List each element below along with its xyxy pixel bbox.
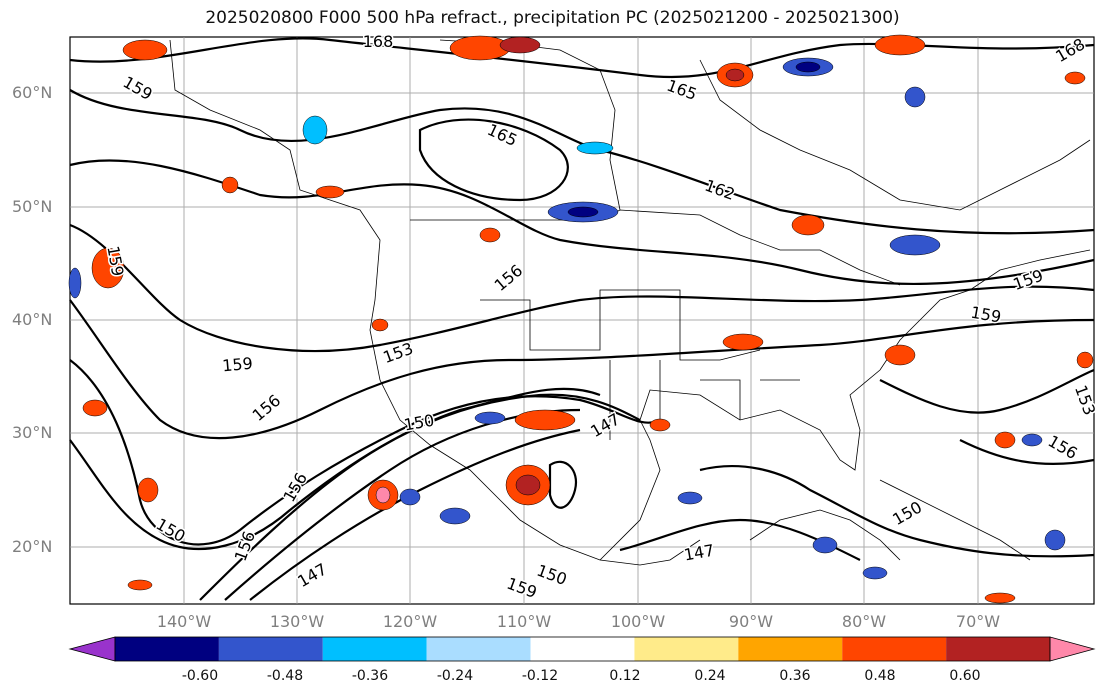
lon-label-140w: 140°W: [156, 612, 212, 631]
contour-label: 159: [221, 354, 253, 376]
contour-label: 168: [363, 32, 394, 51]
colorbar-extend-high: [1049, 636, 1096, 662]
colorbar-swatch: [426, 637, 531, 661]
contour-label: 159: [969, 303, 1002, 327]
lon-label-70w: 70°W: [955, 612, 1001, 631]
colorbar-swatch: [946, 637, 1050, 661]
lon-label-80w: 80°W: [841, 612, 887, 631]
colorbar-tick: -0.24: [436, 668, 474, 684]
lat-label-60n: 60°N: [12, 83, 53, 102]
lat-label-40n: 40°N: [12, 310, 53, 329]
colorbar-tick: -0.36: [351, 668, 389, 684]
colorbar-tick: 0.24: [694, 668, 726, 684]
lon-label-90w: 90°W: [728, 612, 774, 631]
colorbar: [68, 636, 1096, 662]
colorbar-swatch: [842, 637, 947, 661]
colorbar-swatch: [322, 637, 427, 661]
colorbar-tick: -0.12: [521, 668, 559, 684]
colorbar-outline: [114, 636, 1051, 662]
lon-label-110w: 110°W: [496, 612, 552, 631]
lon-label-120w: 120°W: [382, 612, 438, 631]
lat-label-30n: 30°N: [12, 423, 53, 442]
colorbar-tick: 0.48: [864, 668, 896, 684]
colorbar-swatch: [634, 637, 739, 661]
precip-anomaly-shading: [68, 34, 1094, 604]
lon-label-130w: 130°W: [269, 612, 325, 631]
colorbar-tick: 0.12: [609, 668, 641, 684]
lat-label-50n: 50°N: [12, 197, 53, 216]
map-title: 2025020800 F000 500 hPa refract., precip…: [205, 8, 900, 28]
lon-label-100w: 100°W: [610, 612, 666, 631]
colorbar-swatch: [218, 637, 323, 661]
colorbar-extend-low: [68, 636, 116, 662]
colorbar-tick: 0.60: [949, 668, 981, 684]
colorbar-tick: -0.60: [181, 668, 219, 684]
colorbar-tick: 0.36: [779, 668, 811, 684]
colorbar-swatch: [115, 637, 219, 661]
contour-label: 150: [402, 411, 435, 435]
lat-label-20n: 20°N: [12, 537, 53, 556]
colorbar-tick: -0.48: [266, 668, 304, 684]
colorbar-swatch: [530, 637, 635, 661]
colorbar-swatch: [738, 637, 843, 661]
